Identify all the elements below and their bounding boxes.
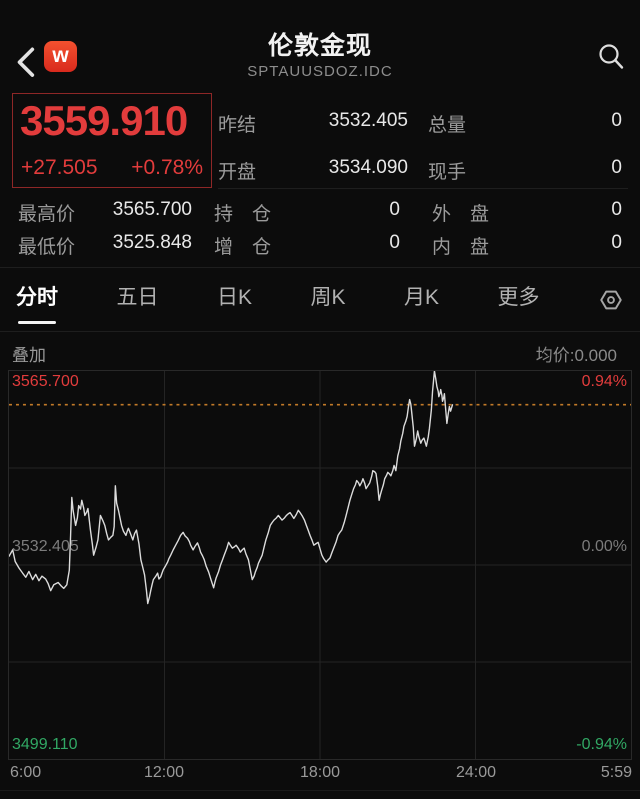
- label-high: 最高价: [18, 204, 76, 225]
- value-total-volume: 0: [611, 110, 622, 131]
- overlay-button[interactable]: 叠加: [12, 346, 46, 365]
- page-title: 伦敦金现: [267, 32, 372, 60]
- pct-label-high: 0.94%: [581, 373, 627, 390]
- label-low: 最低价: [18, 237, 76, 258]
- label-outer-volume: 外 盘: [432, 204, 490, 225]
- x-tick-0559: 5:59: [600, 764, 632, 781]
- search-button[interactable]: [597, 42, 625, 72]
- tab-daily-k[interactable]: 日K: [216, 286, 252, 309]
- chevron-left-icon: [17, 47, 35, 77]
- label-open: 开盘: [218, 162, 257, 183]
- x-tick-1200: 12:00: [143, 764, 185, 781]
- value-position-change: 0: [389, 232, 400, 253]
- intraday-chart[interactable]: [8, 370, 632, 760]
- label-position-change: 增 仓: [214, 237, 272, 258]
- bottom-divider: [0, 790, 640, 791]
- app-logo[interactable]: w: [44, 41, 77, 72]
- back-button[interactable]: [12, 44, 42, 78]
- symbol-code: SPTAUUSDOZ.IDC: [247, 63, 393, 80]
- price-change-percent: +0.78%: [131, 156, 203, 179]
- period-tabbar: 分时 五日 日K 周K 月K 更多: [0, 268, 640, 331]
- value-high: 3565.700: [112, 199, 192, 220]
- value-open-interest: 0: [389, 199, 400, 220]
- tab-time-share[interactable]: 分时: [16, 268, 58, 331]
- hexagon-settings-icon: [600, 290, 622, 309]
- value-open: 3534.090: [328, 157, 408, 178]
- section-divider: [0, 267, 640, 268]
- average-price-label: 均价:0.000: [535, 346, 617, 365]
- label-current-volume: 现手: [428, 162, 467, 183]
- tab-monthly-k[interactable]: 月K: [403, 286, 439, 309]
- tabbar-divider: [0, 331, 640, 332]
- tab-more[interactable]: 更多: [497, 286, 540, 309]
- search-icon: [599, 44, 624, 69]
- value-inner-volume: 0: [611, 232, 622, 253]
- label-inner-volume: 内 盘: [432, 237, 490, 258]
- label-open-interest: 持 仓: [214, 204, 272, 225]
- y-label-high: 3565.700: [12, 373, 79, 390]
- x-tick-1800: 18:00: [299, 764, 341, 781]
- label-prev-close: 昨结: [218, 115, 257, 136]
- last-price: 3559.910: [20, 97, 188, 144]
- tab-weekly-k[interactable]: 周K: [310, 286, 346, 309]
- x-axis: 6:00 12:00 18:00 24:00 5:59: [8, 762, 632, 788]
- x-tick-0600: 6:00: [10, 764, 42, 781]
- pct-label-low: -0.94%: [576, 736, 627, 753]
- y-label-mid: 3532.405: [12, 538, 79, 555]
- price-change: +27.505: [21, 156, 98, 179]
- price-box: 3559.910 +27.505 +0.78%: [12, 93, 212, 188]
- pct-label-mid: 0.00%: [581, 538, 627, 555]
- price-line: [9, 371, 454, 605]
- chart-settings-button[interactable]: [598, 287, 624, 313]
- chart-canvas: [9, 371, 631, 759]
- y-label-low: 3499.110: [12, 736, 78, 753]
- label-total-volume: 总量: [428, 115, 467, 136]
- value-prev-close: 3532.405: [328, 110, 408, 131]
- x-tick-2400: 24:00: [455, 764, 497, 781]
- value-current-volume: 0: [611, 157, 622, 178]
- value-outer-volume: 0: [611, 199, 622, 220]
- quote-divider: [218, 188, 628, 189]
- value-low: 3525.848: [112, 232, 192, 253]
- tab-five-day[interactable]: 五日: [116, 286, 159, 309]
